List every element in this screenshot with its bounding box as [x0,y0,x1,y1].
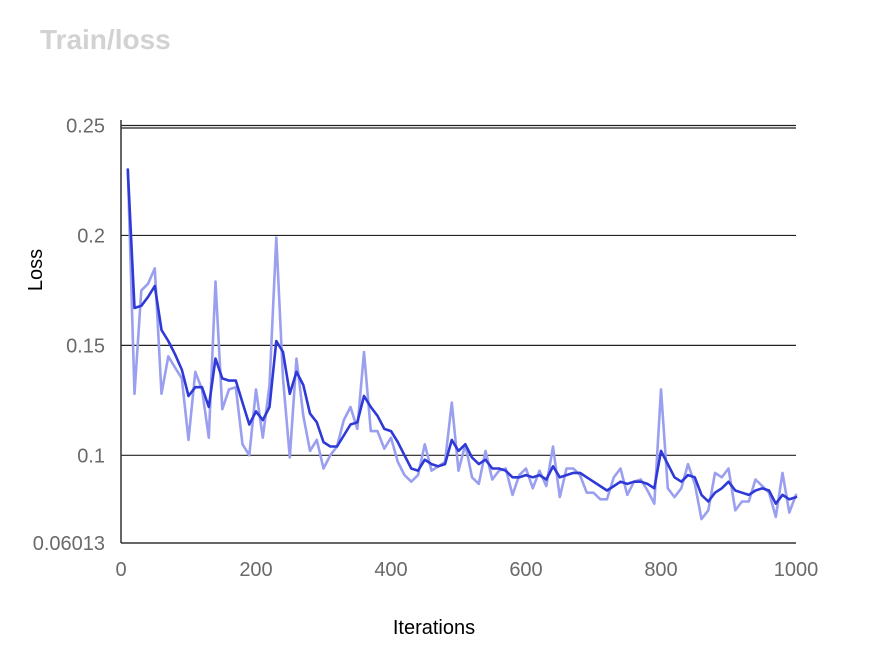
y-tick-label: 0.2 [77,225,105,247]
y-tick-label: 0.25 [66,115,105,137]
x-tick-label: 600 [509,559,542,581]
y-tick-label: 0.1 [77,445,105,467]
tick-labels: 0.06013 0.1 0.15 0.2 0.25 0 200 400 600 800 1000 [33,115,819,581]
y-axis-label: Loss [25,249,47,291]
x-tick-label: 400 [374,559,407,581]
raw-loss-line [126,168,798,521]
x-tick-label: 0 [115,559,126,581]
smoothed-loss-line [126,168,798,506]
y-tick-label: 0.15 [66,335,105,357]
grid-lines [121,124,796,456]
x-axis-label: Iterations [393,617,475,639]
axes [120,120,796,544]
x-tick-label: 1000 [774,559,819,581]
chart-title: Train/loss [40,24,171,55]
y-tick-label: 0.06013 [33,533,105,555]
series-group [126,168,798,521]
x-tick-label: 800 [644,559,677,581]
x-tick-label: 200 [239,559,272,581]
